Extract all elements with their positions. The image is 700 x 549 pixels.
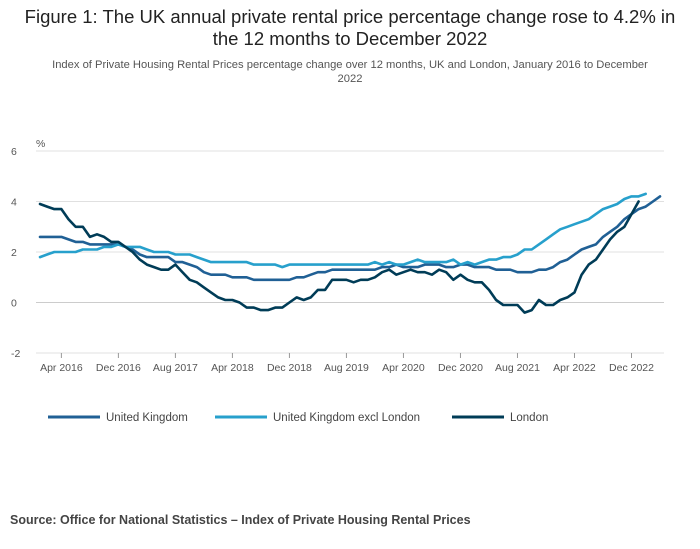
x-tick-label: Dec 2016 (96, 362, 141, 374)
x-tick-label: Aug 2017 (153, 362, 198, 374)
x-tick-label: Aug 2021 (495, 362, 540, 374)
series-line-2 (38, 192, 647, 269)
x-tick-label: Apr 2016 (40, 362, 83, 374)
x-tick-label: Dec 2022 (609, 362, 654, 374)
x-tick-label: Dec 2020 (438, 362, 483, 374)
legend: United Kingdom United Kingdom excl London… (48, 412, 548, 424)
grid-lines (36, 150, 664, 354)
y-tick-label: -2 (11, 348, 20, 360)
x-tick-label: Dec 2018 (267, 362, 312, 374)
chart-title: Figure 1: The UK annual private rental p… (24, 6, 676, 49)
y-tick-label: 2 (11, 247, 17, 259)
x-tick-label: Aug 2019 (324, 362, 369, 374)
series-lines (38, 192, 662, 314)
y-axis-label: % (36, 138, 45, 150)
y-axis-ticks: -2 0 2 4 6 (11, 146, 20, 360)
chart-subtitle: Index of Private Housing Rental Prices p… (52, 59, 648, 85)
legend-label: London (510, 412, 548, 424)
series-line-3 (38, 200, 640, 314)
y-tick-label: 0 (11, 298, 17, 310)
x-tick-label: Apr 2018 (211, 362, 254, 374)
x-tick-label: Apr 2020 (382, 362, 425, 374)
x-tick-label: Apr 2022 (553, 362, 596, 374)
series-line-1 (38, 195, 662, 282)
y-tick-label: 6 (11, 146, 17, 158)
x-axis-ticks: Apr 2016 Dec 2016 Aug 2017 Apr 2018 Dec 2018… (40, 353, 654, 374)
y-tick-label: 4 (11, 197, 17, 209)
legend-label: United Kingdom excl London (273, 412, 420, 424)
legend-label: United Kingdom (106, 412, 188, 424)
source-note: Source: Office for National Statistics –… (10, 513, 471, 527)
